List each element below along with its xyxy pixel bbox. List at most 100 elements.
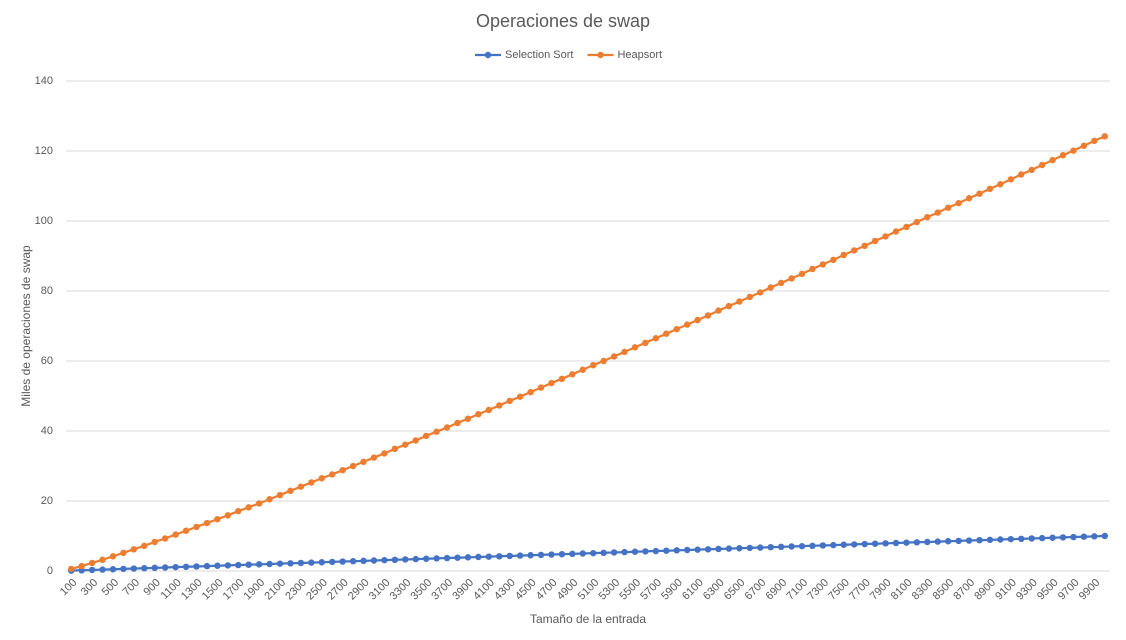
data-point xyxy=(610,549,618,556)
data-point xyxy=(349,558,357,565)
data-point xyxy=(725,302,733,310)
data-point xyxy=(757,544,764,551)
data-point xyxy=(746,293,754,301)
data-point xyxy=(1070,533,1077,541)
data-point xyxy=(537,551,545,559)
y-tick-label: 0 xyxy=(47,565,53,577)
data-point xyxy=(1091,137,1098,145)
data-point xyxy=(381,450,388,457)
data-point xyxy=(120,565,127,573)
data-point xyxy=(663,330,670,337)
data-point xyxy=(99,566,106,573)
data-point xyxy=(830,541,837,549)
data-point xyxy=(1101,532,1108,540)
data-point xyxy=(694,316,701,324)
data-point xyxy=(892,228,900,235)
data-point xyxy=(224,562,232,569)
data-point xyxy=(861,540,868,548)
data-point xyxy=(569,550,576,558)
data-point xyxy=(704,546,712,553)
data-point xyxy=(569,371,576,378)
data-point xyxy=(683,546,691,554)
data-point xyxy=(997,181,1004,188)
data-point xyxy=(986,185,994,192)
data-point xyxy=(610,353,618,360)
data-point xyxy=(955,199,962,207)
data-point xyxy=(1018,535,1025,542)
data-point xyxy=(287,487,294,495)
data-point xyxy=(579,550,586,557)
data-point xyxy=(193,523,200,531)
data-point xyxy=(255,561,263,568)
data-point xyxy=(214,562,221,569)
data-point xyxy=(339,467,346,474)
data-point xyxy=(516,393,524,400)
data-point xyxy=(830,256,837,264)
data-point xyxy=(297,559,305,567)
data-point xyxy=(621,348,628,356)
data-point xyxy=(88,566,96,574)
x-axis-title: Tamaño de la entrada xyxy=(530,612,646,626)
data-point xyxy=(412,437,419,444)
data-point xyxy=(840,251,847,259)
data-point xyxy=(443,424,451,431)
data-point xyxy=(798,270,806,278)
data-point xyxy=(871,540,879,547)
data-point xyxy=(99,556,106,563)
data-point xyxy=(370,454,378,461)
data-point xyxy=(1049,534,1056,541)
data-point xyxy=(141,542,148,549)
data-point xyxy=(235,561,242,569)
data-point xyxy=(172,531,179,538)
data-point xyxy=(496,402,503,409)
data-point xyxy=(767,544,774,551)
data-point xyxy=(1007,535,1015,543)
data-point xyxy=(746,544,754,552)
data-point xyxy=(861,242,868,250)
data-point xyxy=(151,538,158,546)
data-point xyxy=(214,516,221,523)
data-point xyxy=(193,563,200,570)
data-point xyxy=(203,519,211,527)
data-point xyxy=(245,504,252,511)
data-point xyxy=(976,537,983,544)
data-point xyxy=(913,218,921,226)
data-point xyxy=(558,551,566,558)
data-point xyxy=(809,542,816,549)
data-point xyxy=(1007,176,1015,183)
y-tick-label: 80 xyxy=(41,285,53,297)
data-point xyxy=(88,559,96,567)
data-point xyxy=(266,560,273,568)
data-point xyxy=(422,432,430,440)
data-point xyxy=(590,362,597,369)
data-point xyxy=(391,445,399,453)
data-point xyxy=(245,561,252,568)
legend-label: Heapsort xyxy=(617,49,662,61)
data-point xyxy=(736,545,743,552)
data-point xyxy=(151,564,158,572)
data-point xyxy=(892,539,900,547)
data-point xyxy=(266,496,273,503)
data-point xyxy=(663,547,670,554)
y-tick-label: 20 xyxy=(41,495,53,507)
data-point xyxy=(182,563,190,570)
data-point xyxy=(109,553,117,560)
data-point xyxy=(652,547,660,555)
data-point xyxy=(454,419,461,427)
data-point xyxy=(631,344,639,351)
data-point xyxy=(120,549,127,556)
data-point xyxy=(1091,533,1098,540)
data-point xyxy=(903,539,910,546)
data-point xyxy=(986,536,994,544)
data-point xyxy=(851,541,858,548)
data-point xyxy=(161,564,169,571)
data-point xyxy=(809,265,816,273)
data-point xyxy=(757,289,764,296)
data-point xyxy=(840,541,847,548)
data-point xyxy=(965,195,973,202)
data-point xyxy=(924,213,931,221)
data-point xyxy=(715,307,722,314)
data-point xyxy=(537,384,545,391)
data-point xyxy=(944,538,952,545)
data-point xyxy=(642,339,649,346)
